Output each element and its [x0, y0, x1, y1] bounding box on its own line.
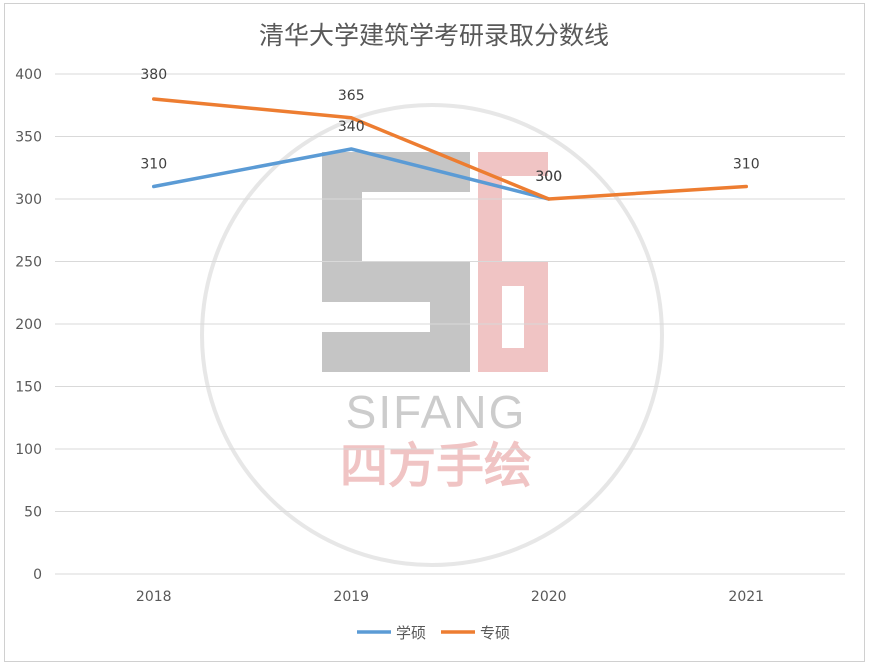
y-tick-label: 100: [15, 442, 42, 458]
series-lines: [152, 97, 748, 201]
legend-label: 专硕: [480, 624, 510, 642]
data-label: 310: [733, 157, 760, 173]
legend: 学硕 专硕: [357, 624, 510, 642]
data-label: 365: [338, 88, 365, 104]
x-tick-label: 2019: [333, 589, 369, 605]
gridlines: [55, 73, 845, 575]
x-axis-ticks: 2018 2019 2020 2021: [136, 589, 764, 605]
chart-title: 清华大学建筑学考研录取分数线: [259, 21, 609, 50]
data-label: 310: [140, 157, 167, 173]
x-tick-label: 2021: [728, 589, 764, 605]
y-tick-label: 50: [24, 505, 42, 521]
watermark-logo: SIFANG 四方手绘: [200, 103, 664, 567]
y-tick-label: 300: [15, 192, 42, 208]
watermark-text-en: SIFANG: [346, 386, 527, 438]
y-tick-label: 400: [15, 67, 42, 83]
x-tick-label: 2018: [136, 589, 172, 605]
legend-label: 学硕: [396, 624, 426, 642]
x-tick-label: 2020: [531, 589, 567, 605]
data-label: 340: [338, 119, 365, 135]
y-tick-label: 350: [15, 130, 42, 146]
y-axis-ticks: 0 50 100 150 200 250 300 350 400: [15, 67, 42, 583]
y-tick-label: 200: [15, 317, 42, 333]
y-tick-label: 250: [15, 255, 42, 271]
y-tick-label: 0: [33, 567, 42, 583]
series-line-1: [152, 97, 748, 201]
data-label: 300: [535, 169, 562, 185]
data-label: 300: [535, 169, 562, 185]
data-label: 380: [140, 67, 167, 83]
watermark-text-cn: 四方手绘: [340, 438, 532, 494]
y-tick-label: 150: [15, 380, 42, 396]
